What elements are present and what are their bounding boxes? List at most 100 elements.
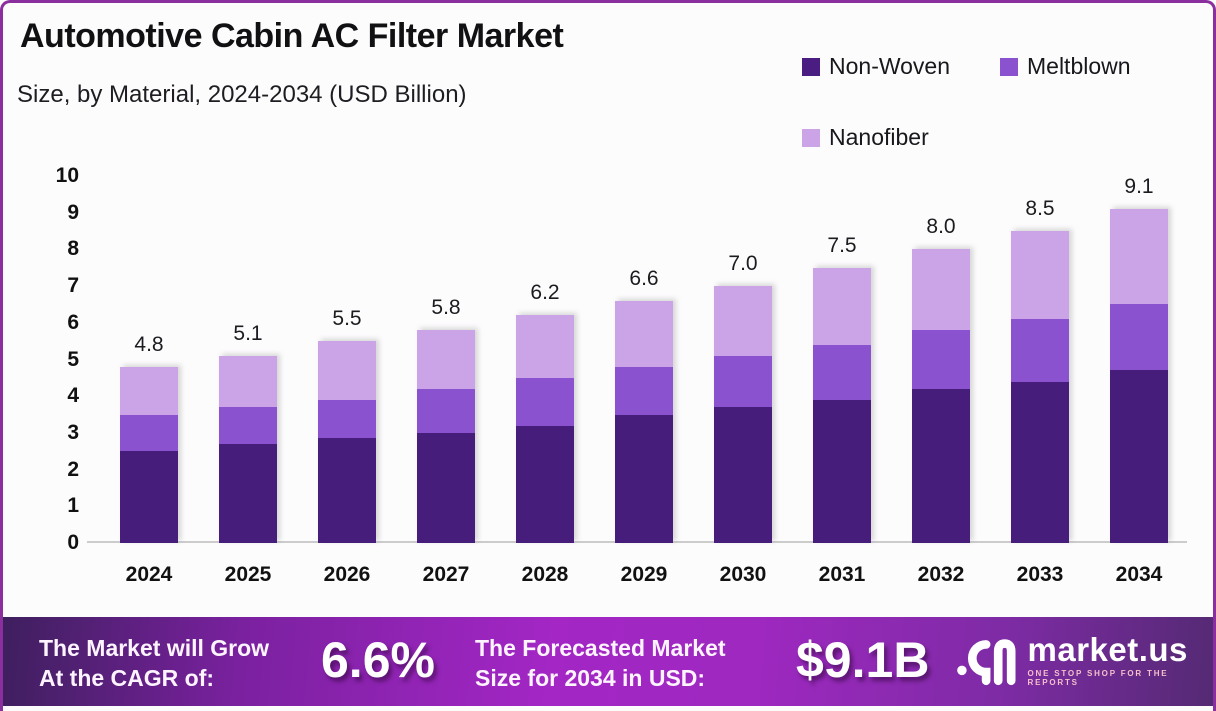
bar-segment-nanofiber-2024: [120, 366, 178, 415]
x-axis-label-2030: 2030: [719, 563, 767, 586]
bar-2026: [318, 341, 376, 543]
bar-segment-meltblown-2026: [318, 399, 376, 439]
bar-segment-nanofiber-2034: [1110, 209, 1168, 305]
legend-swatch-non-woven-icon: [802, 57, 820, 76]
bar-segment-non-woven-2031: [813, 399, 871, 543]
bar-segment-meltblown-2024: [120, 414, 178, 452]
x-axis-label-2027: 2027: [422, 563, 470, 586]
legend-item-nanofiber: Nanofiber: [802, 124, 929, 151]
bar-segment-non-woven-2027: [417, 432, 475, 543]
bar-segment-non-woven-2024: [120, 451, 178, 543]
y-axis-tick-8: 8: [67, 237, 79, 261]
forecast-value: $9.1B: [796, 632, 930, 688]
bar-segment-meltblown-2033: [1011, 319, 1069, 382]
bar-segment-meltblown-2030: [714, 355, 772, 408]
y-axis-tick-4: 4: [67, 384, 79, 408]
bar-total-label-2030: 7.0: [728, 252, 758, 276]
bar-segment-meltblown-2031: [813, 344, 871, 400]
bar-segment-meltblown-2025: [219, 407, 277, 444]
x-axis-label-2034: 2034: [1115, 563, 1163, 586]
bar-2034: [1110, 209, 1168, 543]
y-axis-tick-0: 0: [67, 531, 79, 554]
bar-2032: [912, 249, 970, 543]
bar-total-label-2028: 6.2: [530, 281, 560, 305]
bar-segment-non-woven-2030: [714, 407, 772, 543]
bar-total-label-2026: 5.5: [332, 307, 362, 331]
bar-2033: [1011, 231, 1069, 543]
y-axis-tick-3: 3: [67, 420, 79, 444]
bar-segment-nanofiber-2029: [615, 300, 673, 367]
bar-2027: [417, 330, 475, 543]
bar-segment-meltblown-2028: [516, 377, 574, 426]
bar-segment-nanofiber-2032: [912, 249, 970, 331]
bar-segment-non-woven-2026: [318, 438, 376, 543]
cagr-label-line1: The Market will Grow: [39, 635, 270, 661]
bar-2031: [813, 267, 871, 543]
y-axis-tick-6: 6: [67, 310, 79, 334]
bar-total-label-2034: 9.1: [1124, 175, 1154, 199]
legend-label-non-woven: Non-Woven: [829, 53, 951, 79]
bar-segment-meltblown-2027: [417, 388, 475, 433]
legend-item-meltblown: Meltblown: [1000, 53, 1131, 80]
bar-segment-non-woven-2032: [912, 388, 970, 543]
x-axis-label-2028: 2028: [521, 563, 569, 586]
bar-segment-nanofiber-2028: [516, 315, 574, 378]
logo-name: market.us: [1027, 630, 1188, 668]
bar-2024: [120, 366, 178, 543]
bar-total-label-2025: 5.1: [233, 321, 263, 345]
x-axis-label-2024: 2024: [125, 563, 173, 586]
bar-segment-meltblown-2029: [615, 366, 673, 415]
page-subtitle: Size, by Material, 2024-2034 (USD Billio…: [17, 81, 467, 108]
bar-total-label-2031: 7.5: [827, 233, 857, 257]
legend-item-non-woven: Non-Woven: [802, 53, 950, 80]
y-axis-tick-1: 1: [67, 494, 79, 518]
bar-total-label-2033: 8.5: [1025, 197, 1055, 221]
bar-segment-non-woven-2028: [516, 425, 574, 543]
bar-2030: [714, 286, 772, 543]
x-axis-label-2031: 2031: [818, 563, 866, 586]
logo-tagline: ONE STOP SHOP FOR THE REPORTS: [1027, 669, 1169, 688]
legend-label-nanofiber: Nanofiber: [829, 124, 929, 150]
bar-2028: [516, 315, 574, 543]
legend-label-meltblown: Meltblown: [1027, 53, 1131, 79]
bar-segment-non-woven-2025: [219, 443, 277, 543]
x-axis-label-2029: 2029: [620, 563, 668, 586]
bar-2025: [219, 355, 277, 543]
forecast-label-line1: The Forecasted Market: [475, 635, 726, 661]
cagr-value: 6.6%: [321, 632, 435, 688]
bar-segment-meltblown-2032: [912, 330, 970, 389]
forecast-label: The Forecasted Market Size for 2034 in U…: [475, 634, 726, 694]
y-axis-tick-7: 7: [67, 274, 79, 298]
bar-segment-nanofiber-2027: [417, 330, 475, 389]
bar-segment-nanofiber-2033: [1011, 231, 1069, 320]
marketus-logo: market.us ONE STOP SHOP FOR THE REPORTS: [955, 630, 1214, 689]
bar-2029: [615, 300, 673, 543]
bar-total-label-2029: 6.6: [629, 266, 659, 290]
page-title: Automotive Cabin AC Filter Market: [20, 17, 564, 55]
stacked-bar-chart: 0 1 2 3 4 5 6 7 8 9 10 4.8 2024 5.1 2025 5.5 2026 5.8 2027…: [3, 3, 1213, 711]
forecast-label-line2: Size for 2034 in USD:: [475, 664, 706, 691]
bar-total-label-2032: 8.0: [926, 215, 956, 239]
y-axis-tick-10: 10: [55, 164, 79, 187]
x-axis-label-2026: 2026: [323, 563, 371, 586]
legend-swatch-meltblown-icon: [1000, 57, 1018, 76]
y-axis-tick-5: 5: [67, 347, 79, 371]
y-axis-tick-9: 9: [67, 200, 79, 224]
bar-total-label-2024: 4.8: [134, 332, 164, 356]
y-axis-tick-2: 2: [67, 457, 79, 481]
cagr-label: The Market will Grow At the CAGR of:: [39, 634, 269, 694]
bar-total-label-2027: 5.8: [431, 296, 461, 320]
legend-swatch-nanofiber-icon: [802, 128, 820, 147]
logo-text-block: market.us ONE STOP SHOP FOR THE REPORTS: [1027, 630, 1214, 688]
bar-segment-nanofiber-2031: [813, 267, 871, 345]
x-axis-label-2032: 2032: [917, 563, 965, 586]
x-axis-label-2025: 2025: [224, 563, 272, 586]
bar-segment-nanofiber-2025: [219, 355, 277, 408]
bar-segment-meltblown-2034: [1110, 304, 1168, 371]
bar-segment-nanofiber-2026: [318, 341, 376, 400]
cagr-label-line2: At the CAGR of:: [39, 664, 215, 691]
bar-segment-non-woven-2033: [1011, 381, 1069, 543]
bar-segment-non-woven-2034: [1110, 370, 1168, 543]
bar-segment-nanofiber-2030: [714, 286, 772, 356]
